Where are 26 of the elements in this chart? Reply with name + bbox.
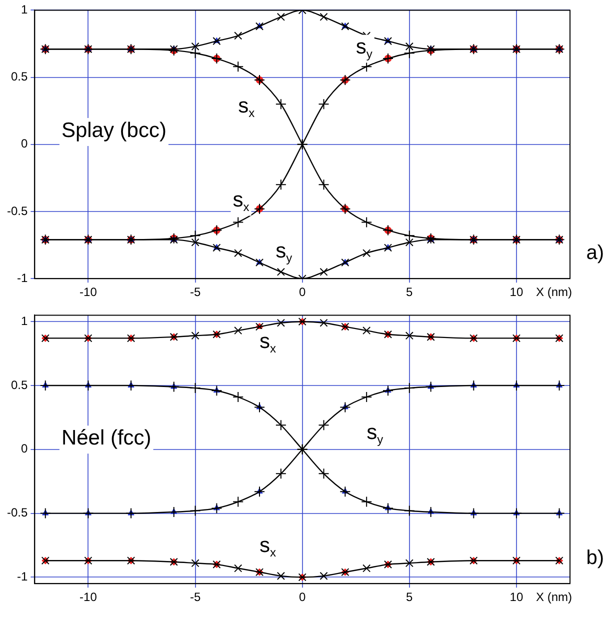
- y-tick-label: 1: [20, 2, 28, 17]
- x-tick-label: -10: [80, 285, 98, 300]
- x-tick-label: 5: [406, 590, 414, 604]
- y-tick-label: 0: [20, 136, 28, 151]
- x-tick-label: -5: [190, 285, 201, 300]
- y-tick-label: -1: [17, 570, 28, 584]
- y-tick-label: 1: [20, 314, 28, 328]
- x-tick-label: 10: [510, 285, 524, 300]
- x-tick-label: 0: [298, 285, 306, 300]
- x-axis-title: X (nm): [536, 284, 572, 299]
- annotation: Néel (fcc): [61, 426, 152, 450]
- x-tick-label: 5: [406, 285, 414, 300]
- y-tick-label: 0.5: [10, 378, 28, 392]
- annotation: Splay (bcc): [61, 118, 166, 142]
- y-tick-label: 0.5: [10, 70, 28, 84]
- x-axis-title: X (nm): [536, 590, 572, 604]
- x-tick-label: 0: [298, 590, 306, 604]
- x-tick-label: -5: [190, 590, 201, 604]
- x-tick-label: 10: [510, 590, 524, 604]
- y-tick-label: 0: [20, 442, 28, 456]
- text: a): [586, 242, 604, 265]
- y-tick-label: -0.5: [6, 506, 28, 520]
- text: b): [586, 547, 604, 570]
- x-tick-label: -10: [80, 590, 98, 604]
- y-tick-label: -1: [17, 270, 28, 285]
- y-tick-label: -0.5: [6, 204, 28, 218]
